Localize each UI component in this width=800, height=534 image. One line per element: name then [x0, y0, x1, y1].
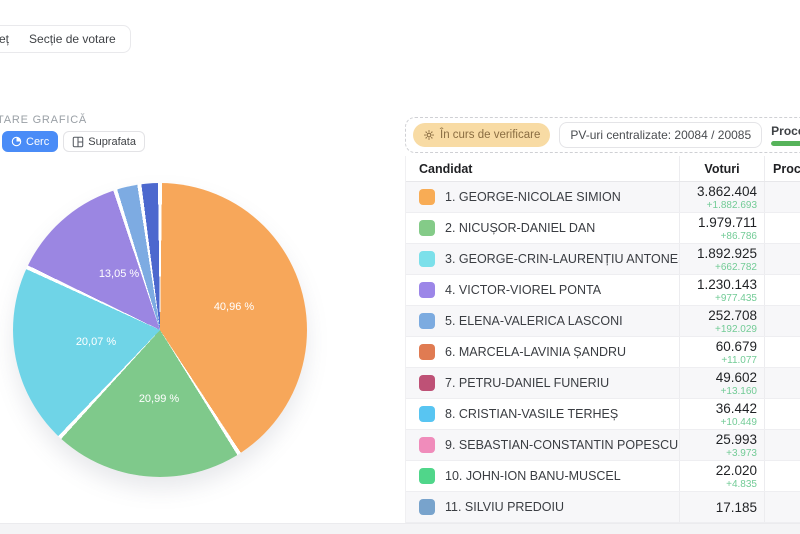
tab-judet[interactable]: eț: [0, 32, 10, 46]
column-header-voturi: Voturi: [679, 156, 764, 181]
candidate-color-swatch: [419, 468, 435, 484]
table-row[interactable]: 11. SILVIU PREDOIU 17.185: [406, 492, 800, 523]
votes-delta: +662.782: [715, 261, 757, 273]
percent-cell: [764, 306, 800, 336]
candidate-name: 7. PETRU-DANIEL FUNERIU: [445, 376, 610, 390]
candidate-color-swatch: [419, 375, 435, 391]
candidate-color-swatch: [419, 251, 435, 267]
progress-bar-fill: [771, 141, 800, 146]
cerc-button-label: Cerc: [26, 135, 50, 148]
percent-cell: [764, 337, 800, 367]
candidate-color-swatch: [419, 220, 435, 236]
table-row[interactable]: 5. ELENA-VALERICA LASCONI 252.708 +192.029: [406, 306, 800, 337]
votes-value: 1.230.143: [696, 276, 757, 292]
table-row[interactable]: 1. GEORGE-NICOLAE SIMION 3.862.404 +1.882.…: [406, 182, 800, 213]
candidate-name: 3. GEORGE-CRIN-LAURENȚIU ANTONESCU: [445, 252, 679, 266]
results-table: Candidat Voturi Procent 1. GEORGE-NICOLA…: [405, 156, 800, 523]
candidate-name: 4. VICTOR-VIOREL PONTA: [445, 283, 602, 297]
table-header-row: Candidat Voturi Procent: [406, 156, 800, 182]
suprafata-button[interactable]: Suprafata: [63, 131, 145, 152]
table-row[interactable]: 3. GEORGE-CRIN-LAURENȚIU ANTONESCU 1.892.…: [406, 244, 800, 275]
votes-delta: +13.160: [720, 385, 757, 397]
table-row[interactable]: 10. JOHN-ION BANU-MUSCEL 22.020 +4.835: [406, 461, 800, 492]
column-header-procent: Procent: [764, 156, 800, 181]
candidate-color-swatch: [419, 313, 435, 329]
candidate-color-swatch: [419, 189, 435, 205]
candidate-color-swatch: [419, 406, 435, 422]
pv-centralized-counter: PV-uri centralizate: 20084 / 20085: [559, 122, 763, 148]
procent-progress: Procent: 100,00 %: [771, 124, 800, 146]
percent-cell: [764, 461, 800, 491]
pie-chart-icon: [11, 136, 22, 147]
candidate-name: 8. CRISTIAN-VASILE TERHEȘ: [445, 407, 619, 421]
percent-cell: [764, 182, 800, 212]
candidate-color-swatch: [419, 437, 435, 453]
pie-circle[interactable]: [13, 183, 307, 477]
votes-delta: +1.882.693: [706, 199, 757, 211]
candidate-name: 9. SEBASTIAN-CONSTANTIN POPESCU: [445, 438, 679, 452]
votes-delta: +3.973: [726, 447, 757, 459]
votes-delta: +192.029: [715, 323, 757, 335]
table-row[interactable]: 8. CRISTIAN-VASILE TERHEȘ 36.442 +10.449: [406, 399, 800, 430]
percent-cell: [764, 368, 800, 398]
votes-delta: +4.835: [726, 478, 757, 490]
candidate-name: 6. MARCELA-LAVINIA ȘANDRU: [445, 345, 627, 359]
percent-cell: [764, 492, 800, 522]
candidate-name: 5. ELENA-VALERICA LASCONI: [445, 314, 623, 328]
section-heading: TARE GRAFICĂ: [0, 114, 88, 126]
verification-status-label: În curs de verificare: [440, 129, 541, 141]
votes-delta: +977.435: [715, 292, 757, 304]
table-row[interactable]: 9. SEBASTIAN-CONSTANTIN POPESCU 25.993 +3.…: [406, 430, 800, 461]
votes-delta: +86.786: [720, 230, 757, 242]
table-row[interactable]: 2. NICUȘOR-DANIEL DAN 1.979.711 +86.786: [406, 213, 800, 244]
view-level-tabs: eț Secție de votare: [0, 25, 131, 53]
votes-delta: +10.449: [720, 416, 757, 428]
candidate-name: 1. GEORGE-NICOLAE SIMION: [445, 190, 621, 204]
progress-bar-track: [771, 141, 800, 146]
percent-cell: [764, 399, 800, 429]
procent-label: Procent: 100,00 %: [771, 124, 800, 138]
candidate-name: 10. JOHN-ION BANU-MUSCEL: [445, 469, 621, 483]
votes-value: 3.862.404: [696, 183, 757, 199]
candidate-name: 2. NICUȘOR-DANIEL DAN: [445, 221, 596, 235]
votes-value: 25.993: [715, 431, 757, 447]
chart-view-toggle: Cerc Suprafata: [2, 131, 145, 152]
votes-value: 17.185: [715, 499, 757, 515]
gear-icon: [423, 129, 435, 141]
treemap-icon: [72, 136, 84, 148]
candidate-color-swatch: [419, 282, 435, 298]
page-footer-strip: [0, 523, 800, 534]
votes-value: 22.020: [715, 462, 757, 478]
votes-value: 1.979.711: [697, 214, 757, 230]
table-row[interactable]: 4. VICTOR-VIOREL PONTA 1.230.143 +977.435: [406, 275, 800, 306]
votes-value: 36.442: [715, 400, 757, 416]
cerc-button[interactable]: Cerc: [2, 131, 59, 152]
votes-value: 252.708: [708, 307, 757, 323]
percent-cell: [764, 244, 800, 274]
percent-cell: [764, 430, 800, 460]
verification-status-badge: În curs de verificare: [413, 123, 551, 147]
votes-value: 60.679: [715, 338, 757, 354]
votes-value: 49.602: [715, 369, 757, 385]
results-table-body: 1. GEORGE-NICOLAE SIMION 3.862.404 +1.882.…: [406, 182, 800, 523]
table-row[interactable]: 6. MARCELA-LAVINIA ȘANDRU 60.679 +11.077: [406, 337, 800, 368]
pie-chart[interactable]: 40,96 % 20,99 % 20,07 % 13,05 %: [13, 183, 307, 477]
pv-centralized-text: PV-uri centralizate: 20084 / 20085: [570, 128, 752, 142]
votes-delta: +11.077: [721, 354, 757, 366]
votes-value: 1.892.925: [696, 245, 757, 261]
tab-sectie-de-votare[interactable]: Secție de votare: [29, 32, 116, 46]
suprafata-button-label: Suprafata: [88, 135, 136, 148]
percent-cell: [764, 213, 800, 243]
candidate-color-swatch: [419, 499, 435, 515]
centralization-status-box: În curs de verificare PV-uri centralizat…: [405, 117, 800, 153]
percent-cell: [764, 275, 800, 305]
table-row[interactable]: 7. PETRU-DANIEL FUNERIU 49.602 +13.160: [406, 368, 800, 399]
column-header-candidat: Candidat: [419, 161, 473, 176]
candidate-name: 11. SILVIU PREDOIU: [445, 500, 565, 514]
candidate-color-swatch: [419, 344, 435, 360]
